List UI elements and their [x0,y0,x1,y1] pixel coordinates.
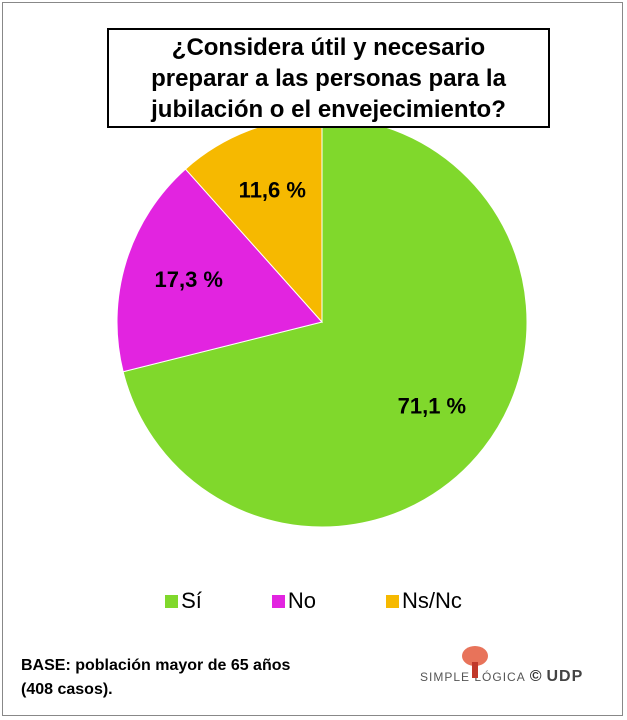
pie-slice [122,116,528,528]
legend-item: Sí [165,588,202,614]
data-label: 17,3 % [155,267,224,292]
note: BASE: población mayor de 65 años (408 ca… [21,657,291,698]
pie-slice [116,168,323,373]
legend: Sí No Ns/Nc [0,588,627,614]
logo-copyright: © [529,668,543,685]
data-label: 11,6 % [239,178,306,203]
legend-item: Ns/Nc [386,588,462,614]
logo-org: UDP [546,668,584,685]
legend-swatch [271,594,285,608]
legend-item: No [271,588,317,614]
legend-swatch [165,594,179,608]
title-box: ¿Considera útil y necesario preparar a l… [107,28,550,128]
title-line: preparar a las personas para la [151,64,506,92]
legend-label: Sí [181,588,202,613]
title-line: jubilación o el envejecimiento? [151,95,506,123]
legend-label: Ns/Nc [402,588,462,613]
logo: SIMPLE LÓGICA © UDP [420,668,583,686]
logo-text: SIMPLE LÓGICA [420,670,526,684]
legend-swatch [386,594,400,608]
legend-label: No [287,588,317,613]
title-line: ¿Considera útil y necesario [171,33,486,61]
data-label: 71,1 % [398,394,467,419]
